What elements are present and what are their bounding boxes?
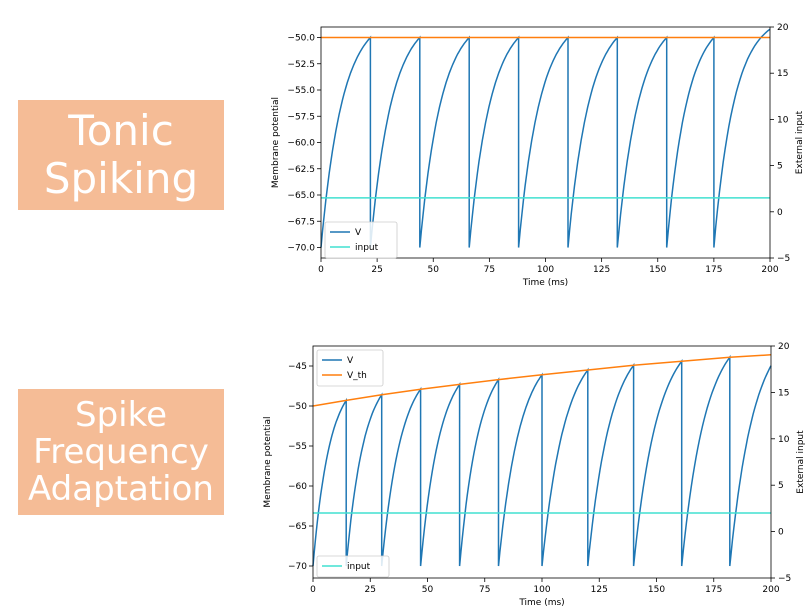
y2-tick-label: −5 — [777, 254, 790, 264]
x-tick-label: 0 — [318, 265, 324, 275]
x-tick-label: 150 — [648, 585, 665, 595]
y2-tick-label: 0 — [778, 528, 784, 538]
label-line: Spiking — [43, 154, 199, 203]
y2-tick-label: −5 — [778, 574, 791, 584]
y-tick-label: −52.5 — [287, 60, 315, 70]
x-axis-label: Time (ms) — [518, 598, 564, 608]
y-tick-label: −55 — [288, 442, 307, 452]
x-tick-label: 75 — [479, 585, 490, 595]
x-tick-label: 50 — [422, 585, 434, 595]
y2-tick-label: 5 — [777, 162, 783, 172]
label-line: Frequency — [33, 431, 209, 472]
y-tick-label: −65 — [288, 522, 307, 532]
x-axis-label: Time (ms) — [522, 278, 568, 288]
x-tick-label: 175 — [705, 585, 722, 595]
y-axis-label: Membrane potential — [271, 97, 281, 188]
x-tick-label: 25 — [371, 265, 382, 275]
y-tick-label: −57.5 — [287, 112, 315, 122]
legend-label: V_th — [347, 371, 367, 381]
x-tick-label: 75 — [484, 265, 495, 275]
y-tick-label: −65.0 — [287, 191, 315, 201]
y2-tick-label: 20 — [778, 342, 790, 352]
x-tick-label: 125 — [593, 265, 610, 275]
legend-box — [316, 555, 390, 578]
legend-label: input — [355, 243, 379, 253]
x-tick-label: 25 — [365, 585, 376, 595]
y2-tick-label: 10 — [778, 435, 790, 445]
label-line: Adaptation — [28, 468, 214, 509]
spike-frequency-adaptation-label: Spike Frequency Adaptation — [18, 389, 224, 515]
series-line-v — [320, 28, 771, 248]
label-line: Tonic — [68, 106, 174, 155]
y2-axis-label: External input — [796, 430, 806, 494]
legend-box — [316, 349, 384, 387]
y-tick-label: −67.5 — [287, 217, 315, 227]
x-tick-label: 100 — [537, 265, 554, 275]
x-tick-label: 0 — [310, 585, 316, 595]
x-tick-label: 125 — [591, 585, 608, 595]
y-tick-label: −55.0 — [287, 86, 315, 96]
legend-box — [324, 221, 398, 259]
series-line-v — [312, 354, 772, 567]
y2-tick-label: 10 — [777, 115, 789, 125]
y2-tick-label: 15 — [778, 388, 789, 398]
y-tick-label: −60.0 — [287, 139, 315, 149]
y2-tick-label: 20 — [777, 23, 789, 33]
x-tick-label: 100 — [533, 585, 550, 595]
y-tick-label: −60 — [288, 482, 307, 492]
legend-label: input — [347, 562, 371, 572]
label-line: Spike — [74, 394, 167, 435]
y-tick-label: −70.0 — [287, 244, 315, 254]
chart-2: 0 25 50 75 100 125 150 175 200−70−65−60−55−50−45… — [263, 342, 806, 608]
x-tick-label: 175 — [705, 265, 722, 275]
tonic-spiking-label: Tonic Spiking — [18, 100, 224, 210]
x-tick-label: 200 — [761, 265, 778, 275]
y-tick-label: −70 — [288, 562, 307, 572]
legend-label: V — [355, 228, 362, 238]
y2-tick-label: 0 — [777, 208, 783, 218]
y-tick-label: −45 — [288, 362, 307, 372]
chart-1: 0 25 50 75 100 125 150 175 200−70.0−67.5−65.0−62… — [271, 23, 805, 288]
y2-tick-label: 5 — [778, 481, 784, 491]
y-tick-label: −50 — [288, 402, 307, 412]
y-tick-label: −62.5 — [287, 165, 315, 175]
x-tick-label: 200 — [762, 585, 779, 595]
x-tick-label: 50 — [428, 265, 440, 275]
y-tick-label: −50.0 — [287, 34, 315, 44]
legend-label: V — [347, 356, 354, 366]
y2-tick-label: 15 — [777, 69, 788, 79]
series-line-v-th — [312, 354, 772, 407]
y-axis-label: Membrane potential — [263, 416, 273, 507]
y2-axis-label: External input — [795, 110, 805, 174]
x-tick-label: 150 — [649, 265, 666, 275]
